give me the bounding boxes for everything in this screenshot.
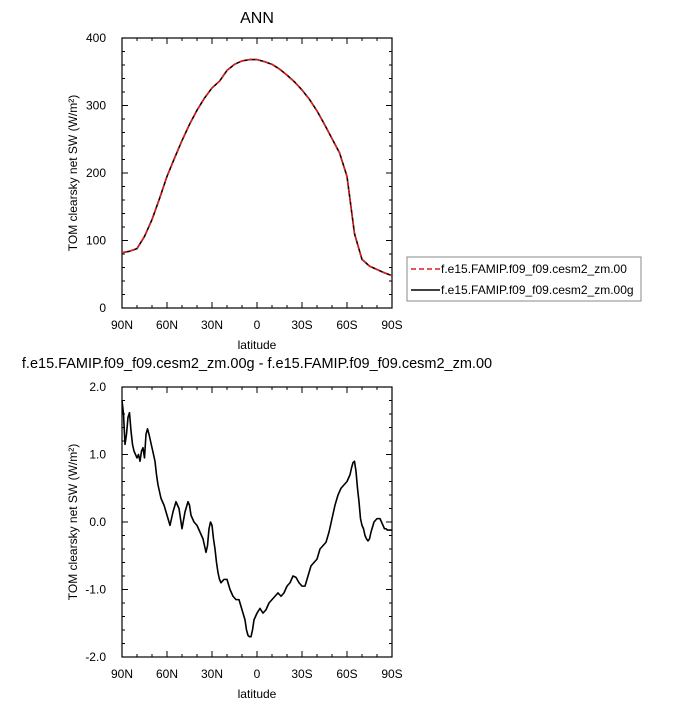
legend-label-1: f.e15.FAMIP.f09_f09.cesm2_zm.00g (441, 283, 634, 297)
bottom-chart-title: f.e15.FAMIP.f09_f09.cesm2_zm.00g - f.e15… (22, 356, 492, 372)
top-plot-frame (121, 37, 393, 309)
bottom-series (121, 400, 392, 638)
x-tick-label: 90S (381, 318, 402, 332)
y-tick-label: 300 (86, 99, 106, 113)
x-tick-label: 0 (254, 318, 261, 332)
y-tick-label: 2.0 (89, 380, 106, 394)
y-tick-label: -1.0 (85, 583, 106, 597)
top-y-axis-label: TOM clearsky net SW (W/m²) (66, 95, 80, 251)
legend-label-0: f.e15.FAMIP.f09_f09.cesm2_zm.00 (441, 262, 627, 276)
legend: f.e15.FAMIP.f09_f09.cesm2_zm.00 f.e15.FA… (406, 256, 642, 302)
x-tick-label: 30S (291, 667, 312, 681)
bottom-y-axis-label: TOM clearsky net SW (W/m²) (66, 444, 80, 600)
x-tick-label: 30N (201, 667, 223, 681)
bottom-x-ticks: 90N 60N 30N 0 30S 60S 90S (111, 387, 403, 681)
y-tick-label: -2.0 (85, 650, 106, 664)
x-tick-label: 90N (111, 667, 133, 681)
x-tick-label: 60S (336, 667, 357, 681)
y-tick-label: 0.0 (89, 515, 106, 529)
y-tick-label: 0 (99, 301, 106, 315)
bottom-plot-frame (121, 386, 393, 658)
top-chart-title: ANN (240, 10, 274, 27)
legend-box (406, 256, 642, 302)
top-x-axis-label: latitude (238, 338, 277, 352)
series-line-1 (121, 58, 393, 277)
x-tick-label: 0 (254, 667, 261, 681)
y-tick-label: 200 (86, 166, 106, 180)
bottom-panel: f.e15.FAMIP.f09_f09.cesm2_zm.00g - f.e15… (22, 356, 492, 701)
top-x-ticks: 90N 60N 30N 0 30S 60S 90S (111, 38, 403, 332)
y-tick-label: 100 (86, 234, 106, 248)
x-tick-label: 60S (336, 318, 357, 332)
y-tick-label: 1.0 (89, 448, 106, 462)
x-tick-label: 60N (156, 667, 178, 681)
x-tick-label: 30S (291, 318, 312, 332)
x-tick-label: 30N (201, 318, 223, 332)
top-panel: ANN 90N 60N 30N 0 30S 60S 90S 0 100 200 300 400 la… (66, 10, 403, 352)
x-tick-label: 90N (111, 318, 133, 332)
series-line-0 (121, 58, 393, 277)
top-y-ticks: 0 100 200 300 400 (86, 31, 392, 315)
series-line-0 (121, 400, 392, 638)
bottom-x-axis-label: latitude (238, 687, 277, 701)
y-tick-label: 400 (86, 31, 106, 45)
bottom-y-ticks: -2.0 -1.0 0.0 1.0 2.0 (85, 380, 392, 664)
x-tick-label: 60N (156, 318, 178, 332)
top-series (121, 58, 393, 277)
x-tick-label: 90S (381, 667, 402, 681)
